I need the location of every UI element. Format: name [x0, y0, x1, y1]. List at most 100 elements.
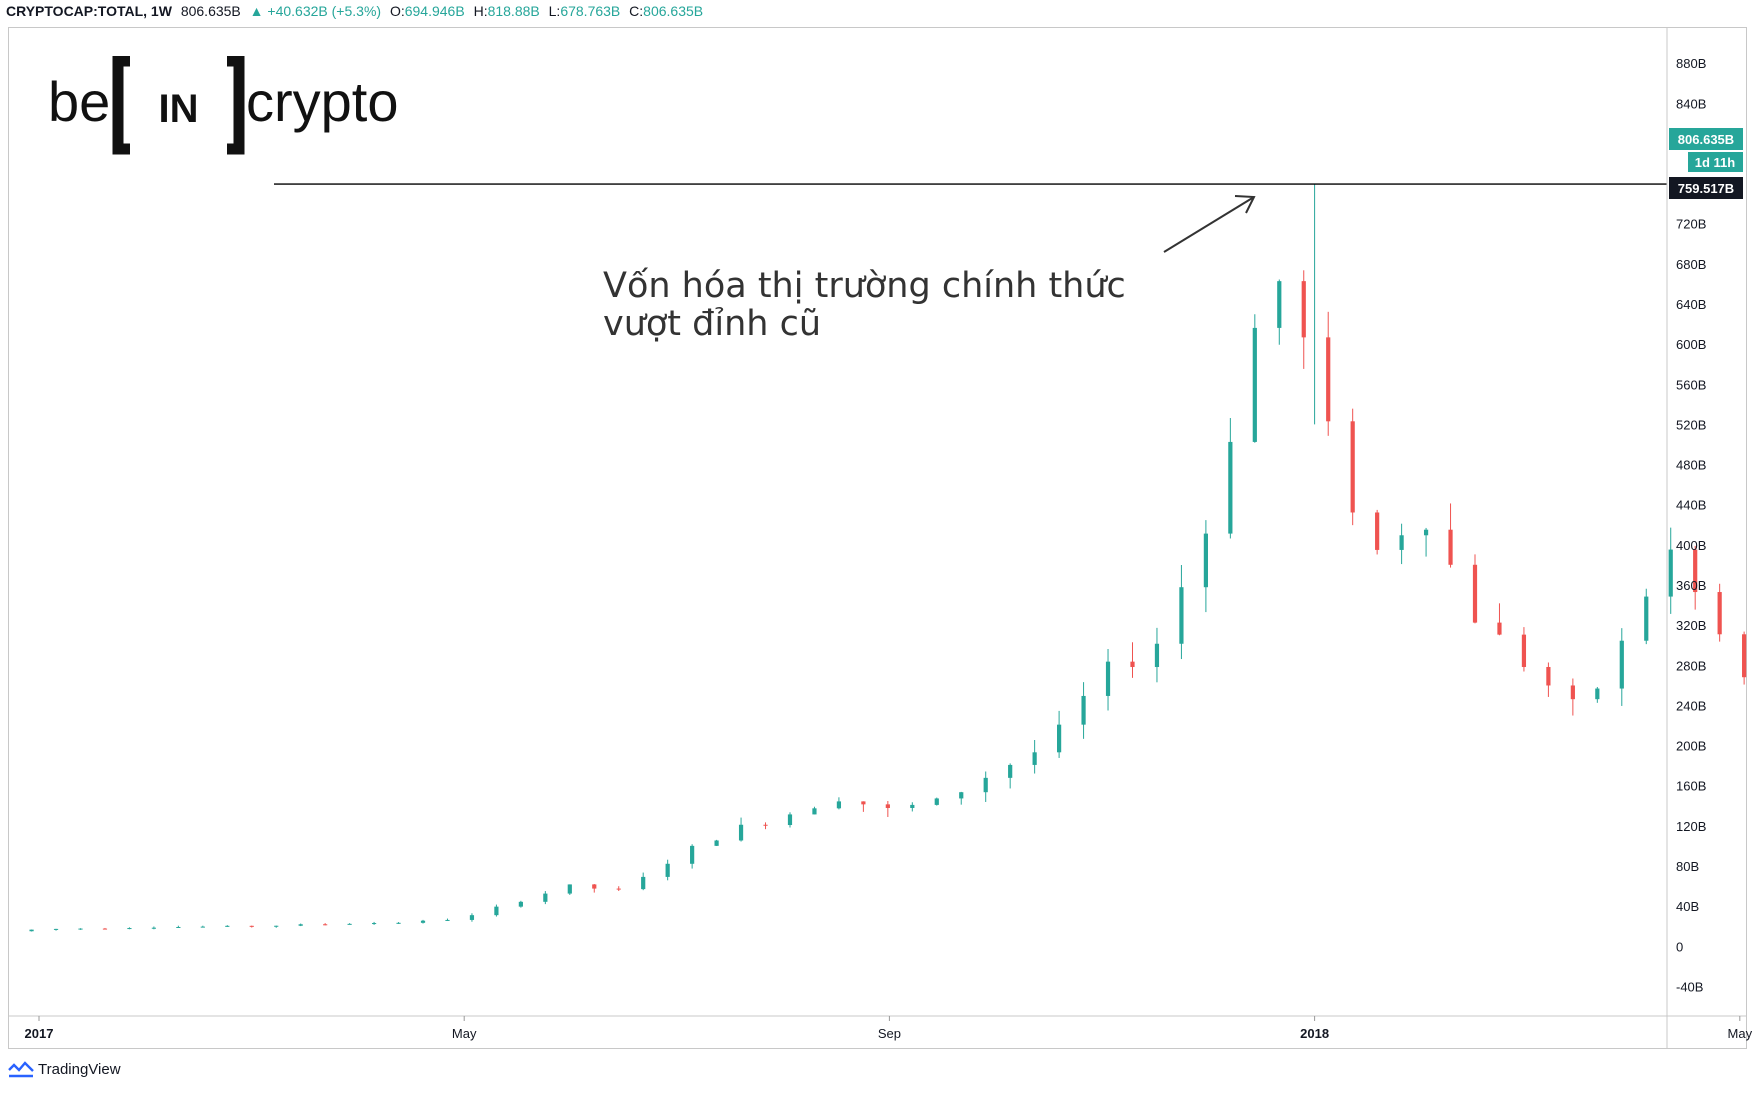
symbol-title: CRYPTOCAP:TOTAL, 1W [6, 3, 172, 19]
candle-body [861, 801, 866, 805]
svg-text:crypto: crypto [246, 70, 399, 133]
chart-canvas[interactable]: -40B 0 40B 80B 120B 160B 200B 240B 280B 320B 360B 4… [0, 0, 1754, 1060]
candle-body [543, 893, 548, 902]
tradingview-logo-icon [8, 1061, 34, 1078]
candle-body [641, 876, 646, 890]
svg-text:IN: IN [159, 87, 199, 131]
y-tick-label: 280B [1676, 658, 1706, 673]
candle-body [1693, 549, 1698, 593]
candle-body [934, 798, 939, 805]
logo-left-bracket-icon [112, 55, 130, 155]
candle-body [396, 922, 401, 924]
tradingview-brand[interactable]: TradingView [38, 1060, 121, 1078]
candle-body [323, 924, 328, 926]
candle-body [274, 925, 279, 927]
y-tick-label: 720B [1676, 217, 1706, 232]
candle-body [1399, 535, 1404, 550]
candle-body [885, 804, 890, 808]
candle-body [1668, 549, 1673, 597]
y-tick-label: 240B [1676, 698, 1706, 713]
annotation-line-2: vượt đỉnh cũ [603, 304, 821, 344]
candle-body [812, 808, 817, 815]
y-tick-label: 0 [1676, 939, 1683, 954]
candle-body [298, 924, 303, 926]
candle-body [616, 888, 621, 890]
candle-body [665, 863, 670, 877]
candle-body [225, 925, 230, 927]
candle-body [1619, 640, 1624, 689]
candle-body [29, 929, 34, 932]
candle-body [959, 792, 964, 799]
candle-body [690, 845, 695, 864]
svg-text:759.517B: 759.517B [1678, 181, 1734, 196]
candle-body [1081, 695, 1086, 725]
x-tick-label: May [1728, 1026, 1753, 1041]
candle-body [1521, 634, 1527, 667]
candle-body [1742, 634, 1747, 678]
x-tick-label: 2018 [1300, 1026, 1329, 1041]
y-tick-label: 360B [1676, 578, 1706, 593]
candle-body [714, 840, 719, 846]
y-tick-label: 840B [1676, 96, 1706, 111]
x-tick-label: 2017 [25, 1026, 54, 1041]
footer[interactable]: TradingView [8, 1060, 121, 1078]
candle-body [445, 919, 450, 921]
annotation-line-1: Vốn hóa thị trường chính thức [603, 266, 1126, 306]
y-tick-label: 640B [1676, 297, 1706, 312]
close-value: 806.635B [643, 3, 704, 19]
level-price-label: 759.517B [1669, 177, 1743, 199]
candle-body [176, 926, 181, 928]
candle-body [1203, 533, 1208, 588]
x-tick-label: May [452, 1026, 477, 1041]
candle-body [1350, 421, 1355, 513]
candle-body [200, 926, 205, 928]
candle-body [420, 920, 426, 923]
candle-body [347, 923, 352, 925]
candle-body [1448, 529, 1453, 565]
chart-frame[interactable] [8, 27, 1747, 1049]
candle-body [738, 824, 744, 841]
candle-body [102, 928, 108, 930]
candle-body [983, 777, 988, 793]
price-change: ▲ +40.632B (+5.3%) [249, 3, 382, 19]
y-tick-label: 400B [1676, 538, 1706, 553]
low-label: L: [548, 3, 561, 19]
open-value: 694.946B [404, 3, 465, 19]
candle-body [1423, 529, 1429, 536]
candle-body [1105, 661, 1111, 696]
logo-right-bracket-icon [227, 55, 245, 155]
candle-body [1472, 564, 1478, 623]
candle-body [151, 927, 156, 929]
y-tick-label: 40B [1676, 899, 1699, 914]
y-tick-label: 80B [1676, 859, 1699, 874]
y-tick-label: 440B [1676, 498, 1706, 513]
price-axis: -40B 0 40B 80B 120B 160B 200B 240B 280B 320B 360B 4… [1676, 56, 1706, 994]
y-tick-label: 600B [1676, 337, 1706, 352]
open-label: O: [389, 3, 405, 19]
candle-body [249, 925, 254, 927]
candle-body [1570, 685, 1575, 700]
candle-body [1008, 764, 1013, 778]
svg-text:1d 11h: 1d 11h [1695, 155, 1736, 170]
candle-body [53, 928, 59, 930]
close-label: C: [629, 3, 644, 19]
candle-body [836, 801, 842, 809]
beincrypto-logo: be IN crypto [48, 55, 408, 161]
candle-body [787, 814, 793, 826]
candle-body [1375, 512, 1380, 550]
candle-body [1595, 688, 1600, 700]
countdown-label: 1d 11h [1688, 152, 1743, 172]
candle-body [1717, 592, 1722, 635]
y-tick-label: 880B [1676, 56, 1706, 71]
candle-body [1032, 752, 1037, 765]
y-tick-label: 160B [1676, 779, 1706, 794]
candle-body [910, 804, 915, 808]
y-tick-label: 120B [1676, 819, 1706, 834]
y-tick-label: 560B [1676, 377, 1706, 392]
logo-graphic: be IN crypto [48, 55, 399, 155]
current-price-label: 806.635B [1669, 128, 1743, 150]
candle-body [592, 884, 597, 889]
candle-body [78, 928, 83, 930]
candle-body [1277, 281, 1282, 328]
candle-body [371, 923, 377, 925]
